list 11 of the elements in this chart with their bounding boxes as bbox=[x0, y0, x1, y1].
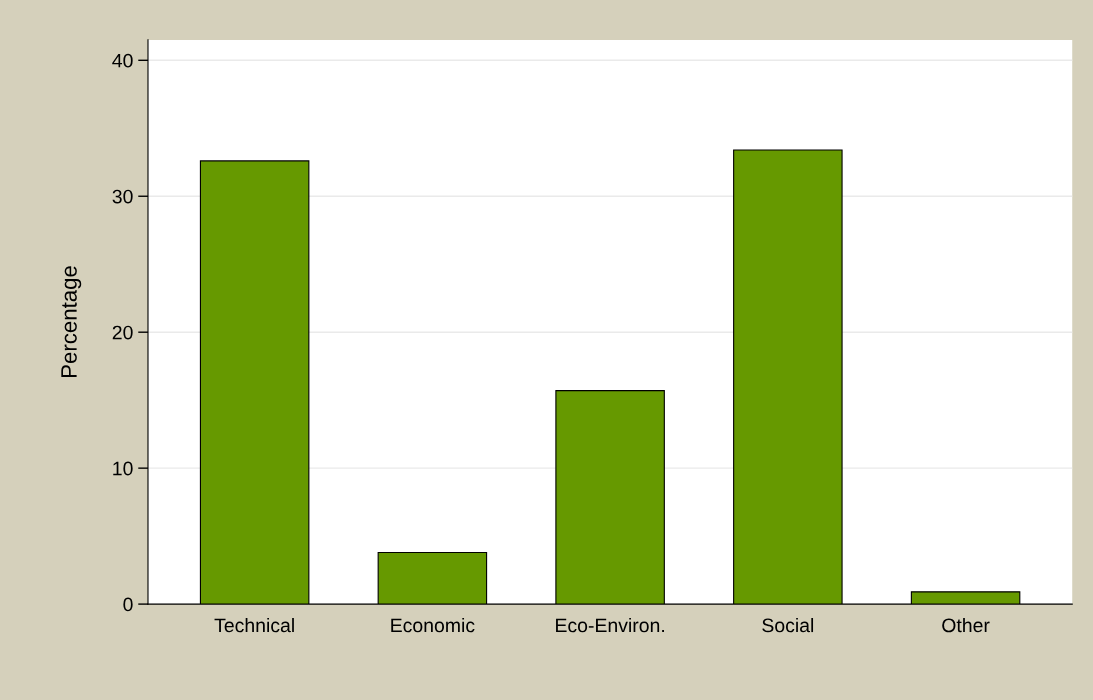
x-tick-label: Social bbox=[762, 617, 814, 633]
y-axis-title: Percentage bbox=[61, 266, 82, 377]
x-tick-label: Other bbox=[942, 617, 990, 633]
x-tick-label: Eco-Environ. bbox=[556, 617, 664, 633]
x-tick-label: Economic bbox=[391, 617, 475, 633]
x-tick-label: Technical bbox=[214, 617, 294, 633]
y-tick-label: 30 bbox=[112, 189, 133, 204]
y-tick-label: 40 bbox=[112, 53, 133, 68]
y-tick-label: 0 bbox=[123, 597, 133, 612]
y-tick-label: 10 bbox=[113, 461, 133, 476]
y-tick-label: 20 bbox=[112, 325, 133, 340]
